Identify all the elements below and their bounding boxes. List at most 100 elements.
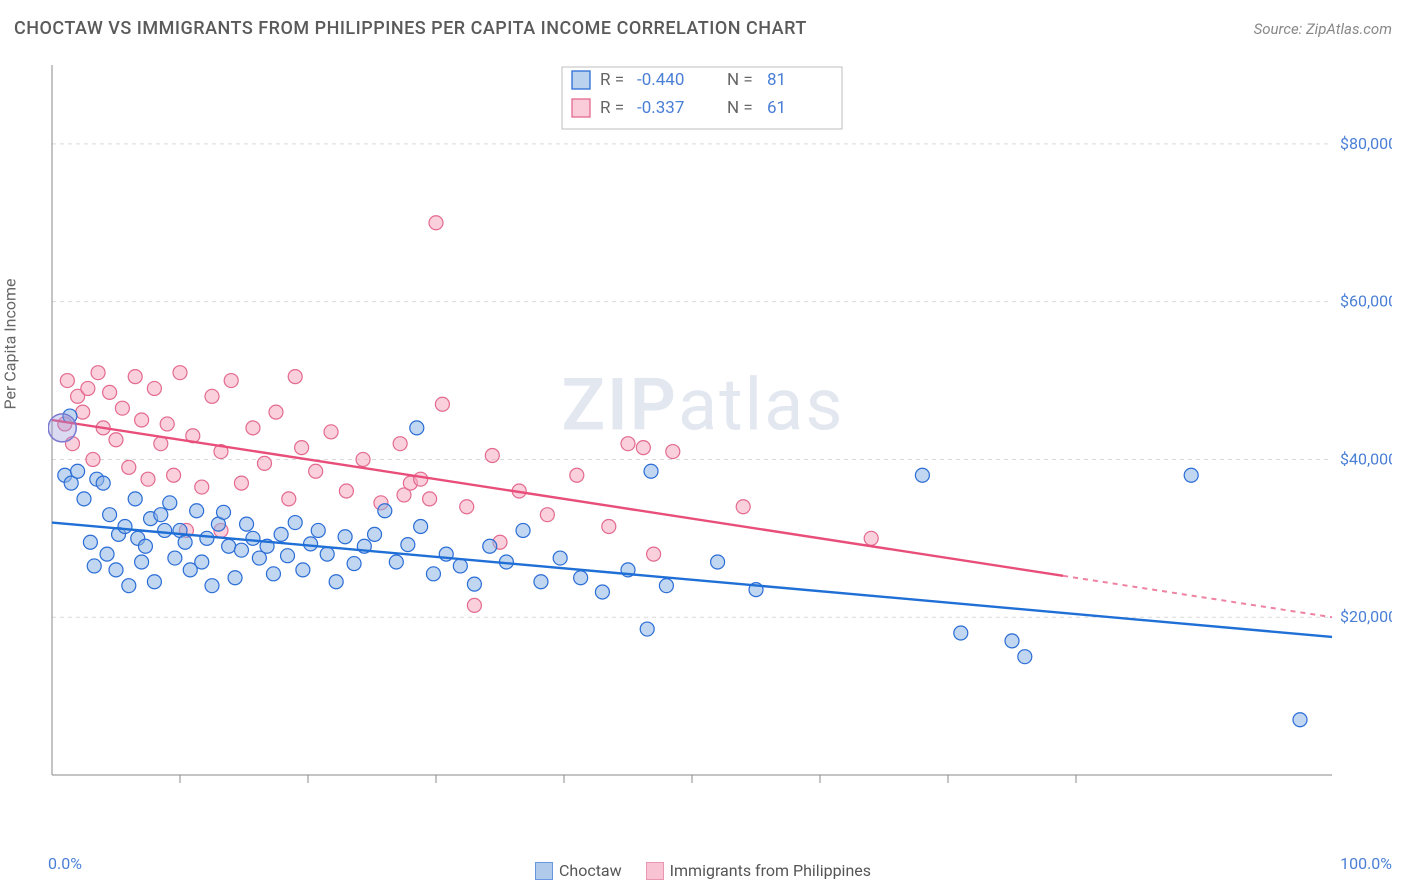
choctaw-point (205, 579, 219, 593)
philippines-point (246, 421, 260, 435)
philippines-point (173, 366, 187, 380)
philippines-point (269, 405, 283, 419)
stats-n-label: N = (727, 70, 753, 90)
philippines-point (621, 437, 635, 451)
choctaw-point (304, 537, 318, 551)
choctaw-point (640, 622, 654, 636)
chart-title: CHOCTAW VS IMMIGRANTS FROM PHILIPPINES P… (14, 18, 807, 39)
bottom-legend: Choctaw Immigrants from Philippines (0, 861, 1406, 880)
philippines-point (81, 381, 95, 395)
philippines-point (414, 472, 428, 486)
choctaw-point (467, 577, 481, 591)
philippines-point (602, 520, 616, 534)
choctaw-point (118, 520, 132, 534)
philippines-point (160, 417, 174, 431)
philippines-point (60, 374, 74, 388)
philippines-point (423, 492, 437, 506)
choctaw-point (410, 421, 424, 435)
choctaw-point (553, 551, 567, 565)
choctaw-point (178, 535, 192, 549)
choctaw-point (288, 516, 302, 530)
philippines-point (135, 413, 149, 427)
choctaw-point (135, 555, 149, 569)
choctaw-point (103, 508, 117, 522)
legend-item: Choctaw (535, 861, 622, 880)
scatter-plot: $20,000$40,000$60,000$80,000R =-0.440N =… (48, 55, 1392, 815)
legend-label: Immigrants from Philippines (670, 861, 871, 880)
choctaw-point (168, 551, 182, 565)
legend-item: Immigrants from Philippines (646, 861, 871, 880)
choctaw-point (83, 535, 97, 549)
choctaw-point (574, 571, 588, 585)
stats-r-label: R = (600, 70, 624, 90)
philippines-point (257, 456, 271, 470)
choctaw-point (1184, 468, 1198, 482)
choctaw-point (453, 559, 467, 573)
choctaw-point (401, 538, 415, 552)
stats-swatch (572, 99, 590, 117)
ytick-label: $20,000 (1340, 607, 1392, 626)
choctaw-point (234, 543, 248, 557)
ytick-label: $80,000 (1340, 134, 1392, 153)
choctaw-point (87, 559, 101, 573)
choctaw-point (711, 555, 725, 569)
philippines-point (141, 472, 155, 486)
philippines-point (205, 389, 219, 403)
choctaw-point (71, 464, 85, 478)
philippines-point (147, 381, 161, 395)
choctaw-point (516, 523, 530, 537)
choctaw-point (281, 549, 295, 563)
choctaw-point (154, 508, 168, 522)
legend-swatch (646, 862, 664, 880)
philippines-point (115, 401, 129, 415)
philippines-point (309, 464, 323, 478)
philippines-point (864, 531, 878, 545)
choctaw-point (338, 530, 352, 544)
choctaw-point (426, 567, 440, 581)
philippines-point (339, 484, 353, 498)
choctaw-point (644, 464, 658, 478)
choctaw-point (483, 539, 497, 553)
philippines-point (647, 547, 661, 561)
philippines-point (167, 468, 181, 482)
stats-r-value: -0.440 (637, 70, 684, 90)
choctaw-point (915, 468, 929, 482)
philippines-point (393, 437, 407, 451)
stats-r-value: -0.337 (637, 98, 684, 118)
philippines-point (103, 385, 117, 399)
choctaw-point (329, 575, 343, 589)
yaxis-label: Per Capita Income (1, 279, 20, 410)
ytick-label: $60,000 (1340, 292, 1392, 311)
philippines-point (736, 500, 750, 514)
philippines-point (636, 441, 650, 455)
stats-n-value: 61 (767, 98, 786, 118)
philippines-point (282, 492, 296, 506)
choctaw-point (147, 575, 161, 589)
philippines-point (109, 433, 123, 447)
choctaw-point (266, 567, 280, 581)
legend-swatch (535, 862, 553, 880)
choctaw-point (534, 575, 548, 589)
philippines-point (485, 449, 499, 463)
choctaw-point (1005, 634, 1019, 648)
choctaw-point (222, 539, 236, 553)
choctaw-point (195, 555, 209, 569)
choctaw-point (274, 527, 288, 541)
philippines-point (154, 437, 168, 451)
philippines-point (295, 441, 309, 455)
philippines-point (460, 500, 474, 514)
choctaw-point (122, 579, 136, 593)
philippines-point (540, 508, 554, 522)
choctaw-point (320, 547, 334, 561)
choctaw-point (138, 539, 152, 553)
highlight-marker (48, 414, 76, 442)
choctaw-point (163, 496, 177, 510)
choctaw-point (659, 579, 673, 593)
choctaw-point (1018, 650, 1032, 664)
philippines-point (435, 397, 449, 411)
philippines-point (666, 445, 680, 459)
choctaw-point (100, 547, 114, 561)
choctaw-point (158, 523, 172, 537)
philippines-point (86, 452, 100, 466)
philippines-point (122, 460, 136, 474)
